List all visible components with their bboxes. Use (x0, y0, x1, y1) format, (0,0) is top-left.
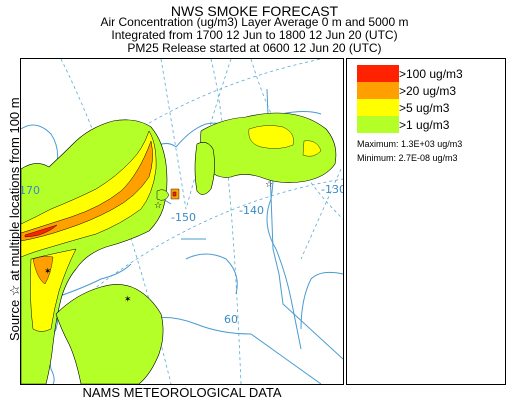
legend-swatch-5 (357, 99, 399, 116)
source-side-label: Source ☆ at multiple locations from 100 … (7, 101, 21, 341)
legend-label-1: >1 ug/m3 (399, 118, 449, 132)
legend-label-100: >100 ug/m3 (399, 67, 463, 81)
lon-label-140: -140 (239, 204, 264, 217)
map-subtitle-integration: Integrated from 1700 12 Jun to 1800 12 J… (0, 28, 509, 42)
legend-label-20: >20 ug/m3 (399, 84, 456, 98)
map-subtitle-release: PM25 Release started at 0600 12 Jun 20 (… (0, 41, 509, 55)
smoke-plume-east (157, 113, 336, 200)
legend-minimum: Minimum: 2.7E-08 ug/m3 (357, 153, 458, 163)
smoke-map: ☆ ☆ ✶ ✶ -170 -150 -140 -130 60 (20, 58, 344, 385)
source-star-icon: ☆ (265, 180, 273, 190)
lat-label-60: 60 (224, 313, 238, 326)
legend-swatch-20 (357, 82, 399, 99)
lon-label-170: -170 (21, 184, 40, 197)
lon-label-130: -130 (321, 183, 343, 196)
legend: >100 ug/m3 >20 ug/m3 >5 ug/m3 >1 ug/m3 M… (346, 58, 506, 385)
legend-label-5: >5 ug/m3 (399, 101, 449, 115)
legend-maximum: Maximum: 1.3E+03 ug/m3 (357, 139, 462, 149)
source-star-icon: ✶ (124, 295, 132, 305)
smoke-plume-west (21, 120, 167, 384)
source-star-icon: ✶ (44, 267, 52, 277)
meteorological-data-label: NAMS METEOROLOGICAL DATA (20, 385, 344, 400)
lon-label-150: -150 (171, 211, 196, 224)
legend-swatch-1 (357, 116, 399, 133)
legend-swatch-100 (357, 65, 399, 82)
source-star-icon: ☆ (154, 201, 162, 211)
map-subtitle-concentration: Air Concentration (ug/m3) Layer Average … (0, 15, 509, 29)
